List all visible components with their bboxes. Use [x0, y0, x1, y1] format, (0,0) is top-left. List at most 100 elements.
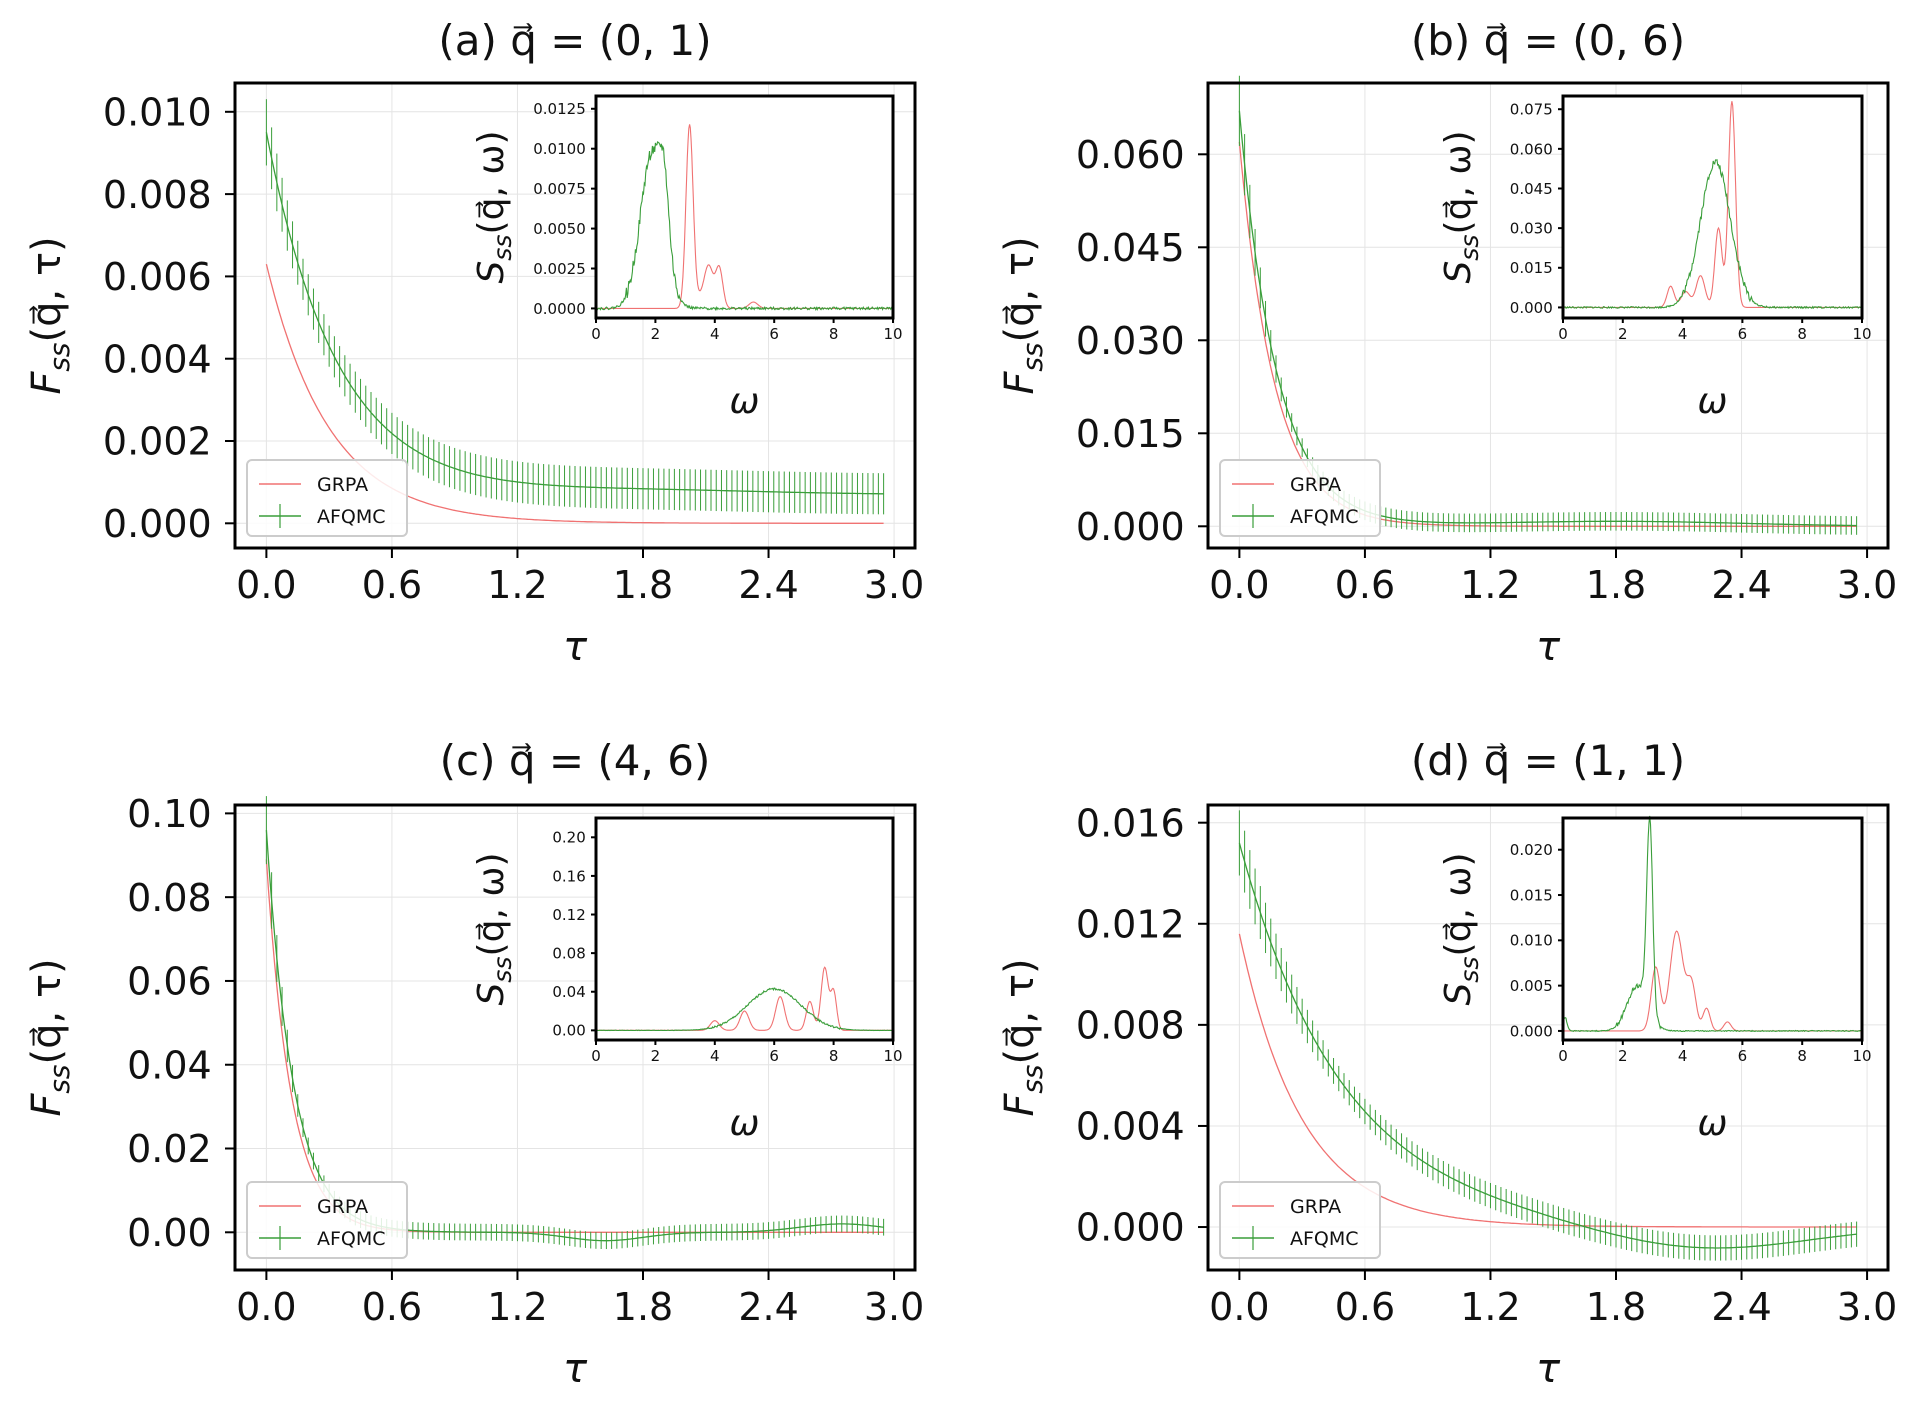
panel-b-axes-frame [1206, 81, 1890, 550]
panel-b-inset-ytick-label-2: 0.030 [1510, 220, 1553, 238]
panel-d-inset-xtick-label-5: 10 [1852, 1047, 1871, 1065]
panel-b-legend: GRPA AFQMC [1219, 459, 1381, 537]
panel-d-title: (d) q⃗ = (1, 1) [1411, 736, 1685, 785]
panel-d: (d) q⃗ = (1, 1) 0.0 0.6 1.2 1.8 2.4 3.00.0000… [997, 736, 1897, 1392]
panel-c-title: (c) q⃗ = (4, 6) [440, 736, 711, 785]
panel-b-inset-series-afqmc [1562, 159, 1863, 310]
panel-c-axes-frame [233, 803, 917, 1272]
panel-a-inset-ytick-label-3: 0.0075 [533, 180, 586, 198]
panel-a-inset-ytick-label-4: 0.0100 [533, 140, 586, 158]
panel-d-inset-ylabel: Sss(q⃗, ω) [1438, 852, 1484, 1005]
panel-c-inset-ytick-label-3: 0.12 [552, 906, 585, 924]
panel-d-inset-ytick-label-1: 0.005 [1510, 977, 1553, 995]
panel-a-xtick-label-2: 1.2 [487, 563, 547, 607]
panel-d-ytick-label-0: 0.000 [1076, 1206, 1185, 1250]
panel-c-legend-box [246, 1181, 408, 1259]
panel-c: (c) q⃗ = (4, 6) 0.0 0.6 1.2 1.8 2.4 3.0 0.00 0.… [24, 736, 924, 1392]
panel-a-ytick-label-0: 0.000 [103, 502, 212, 546]
panel-a-inset-xlabel: ω [729, 381, 759, 422]
panel-a-xtick-label-0: 0.0 [236, 563, 296, 607]
panel-a-inset-xtick-label-4: 8 [829, 325, 839, 343]
panel-c-legend: GRPA AFQMC [246, 1181, 408, 1259]
panel-a-legend-box [246, 459, 408, 537]
panel-b-inset-xtick-label-5: 10 [1852, 325, 1871, 343]
panel-c-inset-ytick-label-0: 0.00 [552, 1022, 585, 1040]
panel-a-inset-background [596, 96, 893, 318]
panel-c-inset-xtick-label-4: 8 [829, 1047, 839, 1065]
panel-d-legend-label-grpa: GRPA [1290, 1196, 1341, 1218]
panel-d-xtick-label-0: 0.0 [1209, 1285, 1269, 1329]
panel-b-inset-ytick-label-4: 0.060 [1510, 140, 1553, 158]
panel-c-ylabel: Fss(q⃗, τ) [24, 958, 76, 1116]
panel-a-inset-ytick-label-1: 0.0025 [533, 260, 586, 278]
panel-a-inset-xtick-label-1: 2 [651, 325, 661, 343]
panel-c-ytick-label-2: 0.04 [127, 1043, 212, 1087]
panel-a-inset-ytick-label-2: 0.0050 [533, 220, 586, 238]
panel-a-axes-frame [233, 81, 917, 550]
panel-d-ylabel: Fss(q⃗, τ) [997, 958, 1049, 1116]
panel-d-ytick-label-3: 0.012 [1076, 902, 1185, 946]
panel-a-inset-ytick-label-5: 0.0125 [533, 100, 586, 118]
panel-c-inset-xtick-label-5: 10 [883, 1047, 902, 1065]
panel-b-inset-ytick-label-3: 0.045 [1510, 180, 1553, 198]
panel-a-ytick-label-5: 0.010 [103, 90, 212, 134]
panel-b-inset-ytick-label-5: 0.075 [1510, 101, 1553, 119]
panel-d-series-afqmc-errorbars [1238, 810, 1858, 1261]
panel-c-inset-ylabel: Sss(q⃗, ω) [471, 852, 517, 1005]
panel-c-inset-ytick-label-2: 0.08 [552, 945, 585, 963]
panel-b-xlabel: τ [1536, 624, 1561, 670]
panel-a-ytick-label-2: 0.004 [103, 337, 212, 381]
panel-c-inset-ytick-label-5: 0.20 [552, 829, 585, 847]
panel-c-legend-label-grpa: GRPA [317, 1196, 368, 1218]
panel-c-xtick-label-2: 1.2 [487, 1285, 547, 1329]
panel-c-xtick-label-1: 0.6 [362, 1285, 422, 1329]
panel-d-ytick-label-1: 0.004 [1076, 1105, 1185, 1149]
panel-d-inset-xtick-label-3: 6 [1738, 1047, 1748, 1065]
panel-d-xtick-label-3: 1.8 [1586, 1285, 1646, 1329]
panel-b-inset-xtick-label-3: 6 [1738, 325, 1748, 343]
panel-c-ytick-label-4: 0.08 [127, 876, 212, 920]
panel-a: (a) q⃗ = (0, 1) 0.0 0.6 1.2 1.8 2.4 3.00.0000… [24, 16, 924, 670]
panel-a-inset-xtick-label-3: 6 [769, 325, 779, 343]
panel-b-inset-frame [1561, 94, 1864, 320]
panel-b-inset-xtick-label-2: 4 [1678, 325, 1688, 343]
panel-b-inset-ylabel: Sss(q⃗, ω) [1438, 130, 1484, 283]
panel-d-xtick-label-4: 2.4 [1711, 1285, 1771, 1329]
panel-d-inset: 0 2 4 6 8 10 0.000 0.005 0.010 0.015 0.020 ω Sss(q⃗,… [1438, 815, 1872, 1144]
panel-d-inset-series-afqmc [1562, 815, 1863, 1033]
panel-a-inset-xtick-label-5: 10 [883, 325, 902, 343]
panel-c-ytick-label-5: 0.10 [127, 792, 212, 836]
panel-c-inset-ytick-label-1: 0.04 [552, 983, 585, 1001]
panel-a-xtick-label-4: 2.4 [738, 563, 798, 607]
panel-b-inset-xtick-label-0: 0 [1558, 325, 1568, 343]
panel-a-ytick-label-1: 0.002 [103, 420, 212, 464]
panel-c-ytick-label-0: 0.00 [127, 1211, 212, 1255]
panel-c-xtick-label-3: 1.8 [613, 1285, 673, 1329]
panel-d-ytick-label-2: 0.008 [1076, 1004, 1185, 1048]
panel-a-inset-ylabel: Sss(q⃗, ω) [471, 130, 517, 283]
panel-a-inset-xtick-label-0: 0 [591, 325, 601, 343]
panel-d-inset-xtick-label-4: 8 [1797, 1047, 1807, 1065]
panel-a-ytick-label-3: 0.006 [103, 255, 212, 299]
panel-c-inset-xlabel: ω [729, 1103, 759, 1144]
panel-b-inset-ytick-label-1: 0.015 [1510, 259, 1553, 277]
panel-c-inset-xtick-label-0: 0 [591, 1047, 601, 1065]
panel-b-ytick-label-3: 0.045 [1076, 226, 1185, 270]
panel-b-inset-xtick-label-4: 8 [1797, 325, 1807, 343]
panel-c-ytick-label-1: 0.02 [127, 1127, 212, 1171]
panel-b-inset-background [1563, 96, 1862, 318]
panel-b: (b) q⃗ = (0, 6) 0.0 0.6 1.2 1.8 2.4 3.00.0000… [997, 16, 1897, 670]
panel-b-legend-label-grpa: GRPA [1290, 474, 1341, 496]
panel-d-xlabel: τ [1536, 1346, 1561, 1392]
panel-c-inset-xtick-label-2: 4 [710, 1047, 720, 1065]
panel-d-inset-background [1563, 818, 1862, 1040]
panel-c-inset-xtick-label-3: 6 [769, 1047, 779, 1065]
panel-b-ytick-label-1: 0.015 [1076, 412, 1185, 456]
panel-a-series-afqmc-errorbars [265, 99, 885, 515]
panel-c-ytick-label-3: 0.06 [127, 960, 212, 1004]
panel-a-xtick-label-5: 3.0 [864, 563, 924, 607]
panel-d-inset-xlabel: ω [1697, 1103, 1727, 1144]
panel-b-inset-xlabel: ω [1697, 381, 1727, 422]
panel-b-xtick-label-4: 2.4 [1711, 563, 1771, 607]
panel-b-xtick-label-2: 1.2 [1460, 563, 1520, 607]
